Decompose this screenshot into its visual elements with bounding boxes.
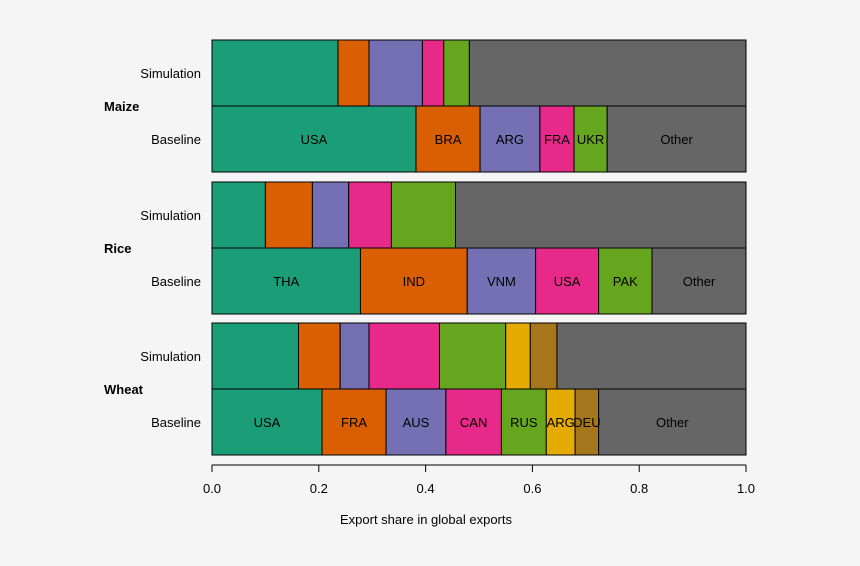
row-label-rice-baseline: Baseline: [151, 274, 201, 289]
bar-wheat-baseline-seg-4: [500, 388, 547, 456]
row-label-wheat-baseline: Baseline: [151, 415, 201, 430]
bar-rice-simulation-seg-2: [311, 181, 350, 249]
bar-rice-baseline-seg-0: [211, 247, 361, 315]
bar-wheat-simulation-seg-6: [529, 322, 558, 390]
bar-rice-baseline-seg-1: [359, 247, 468, 315]
bar-maize-simulation-seg-4: [443, 39, 470, 107]
seg-label-maize-baseline-1: BRA: [435, 132, 462, 147]
x-axis-title: Export share in global exports: [340, 512, 512, 527]
bar-wheat-simulation-seg-2: [339, 322, 370, 390]
seg-label-wheat-baseline-0: USA: [254, 415, 281, 430]
crop-label-maize: Maize: [104, 99, 139, 114]
bar-maize-baseline-seg-0: [211, 105, 417, 173]
seg-label-rice-baseline-5: Other: [683, 274, 716, 289]
seg-label-maize-baseline-5: Other: [660, 132, 693, 147]
bar-rice-simulation-seg-0: [211, 181, 266, 249]
seg-label-wheat-baseline-5: ARG: [547, 415, 575, 430]
bar-maize-baseline-seg-2: [479, 105, 541, 173]
bar-maize-simulation-seg-2: [368, 39, 423, 107]
x-tick-label-3: 0.6: [523, 481, 541, 496]
bar-wheat-simulation-seg-0: [211, 322, 300, 390]
bar-wheat-simulation-seg-7: [556, 322, 747, 390]
x-tick-label-0: 0.0: [203, 481, 221, 496]
bar-maize-simulation-seg-3: [421, 39, 445, 107]
bars-layer: [211, 39, 747, 456]
seg-label-wheat-baseline-1: FRA: [341, 415, 367, 430]
crop-label-wheat: Wheat: [104, 382, 144, 397]
row-label-maize-baseline: Baseline: [151, 132, 201, 147]
seg-label-rice-baseline-1: IND: [403, 274, 425, 289]
x-axis: 0.0 0.2 0.4 0.6 0.8 1.0: [203, 464, 755, 496]
bar-rice-simulation-seg-3: [348, 181, 392, 249]
x-tick-label-1: 0.2: [310, 481, 328, 496]
seg-label-rice-baseline-0: THA: [273, 274, 299, 289]
seg-label-wheat-baseline-2: AUS: [403, 415, 430, 430]
bar-maize-baseline-seg-5: [606, 105, 747, 173]
labels-layer: Simulation USA BRA ARG FRA UKR Other Baseline Ma…: [104, 66, 716, 430]
row-label-maize-simulation: Simulation: [140, 66, 201, 81]
x-tick-label-2: 0.4: [417, 481, 435, 496]
bar-rice-simulation-seg-5: [455, 181, 747, 249]
bar-wheat-simulation-seg-1: [298, 322, 341, 390]
seg-label-rice-baseline-3: USA: [554, 274, 581, 289]
bar-wheat-simulation-seg-3: [368, 322, 440, 390]
seg-label-wheat-baseline-3: CAN: [460, 415, 487, 430]
x-tick-label-4: 0.8: [630, 481, 648, 496]
bar-wheat-simulation-seg-5: [505, 322, 531, 390]
seg-label-maize-baseline-2: ARG: [496, 132, 524, 147]
bar-wheat-simulation-seg-4: [438, 322, 507, 390]
row-label-wheat-simulation: Simulation: [140, 349, 201, 364]
row-label-rice-simulation: Simulation: [140, 208, 201, 223]
bar-wheat-baseline-seg-7: [598, 388, 747, 456]
seg-label-maize-baseline-0: USA: [301, 132, 328, 147]
bar-wheat-baseline-seg-3: [445, 388, 502, 456]
x-tick-label-5: 1.0: [737, 481, 755, 496]
bar-maize-baseline-seg-4: [573, 105, 608, 173]
bar-rice-simulation-seg-4: [390, 181, 457, 249]
seg-label-wheat-baseline-6: DEU: [573, 415, 600, 430]
crop-label-rice: Rice: [104, 241, 131, 256]
bar-wheat-baseline-seg-5: [545, 388, 576, 456]
seg-label-wheat-baseline-4: RUS: [510, 415, 538, 430]
bar-rice-baseline-seg-3: [535, 247, 600, 315]
bar-wheat-baseline-seg-0: [211, 388, 323, 456]
bar-rice-baseline-seg-5: [651, 247, 747, 315]
bar-wheat-baseline-seg-1: [321, 388, 387, 456]
seg-label-maize-baseline-4: UKR: [577, 132, 604, 147]
bar-maize-simulation-seg-5: [468, 39, 747, 107]
bar-rice-baseline-seg-2: [466, 247, 537, 315]
bar-rice-simulation-seg-1: [264, 181, 313, 249]
seg-label-maize-baseline-3: FRA: [544, 132, 570, 147]
bar-maize-simulation-seg-0: [211, 39, 339, 107]
bar-maize-simulation-seg-1: [337, 39, 370, 107]
seg-label-rice-baseline-4: PAK: [613, 274, 638, 289]
bar-maize-baseline-seg-1: [415, 105, 481, 173]
seg-label-rice-baseline-2: VNM: [487, 274, 516, 289]
seg-label-wheat-baseline-7: Other: [656, 415, 689, 430]
